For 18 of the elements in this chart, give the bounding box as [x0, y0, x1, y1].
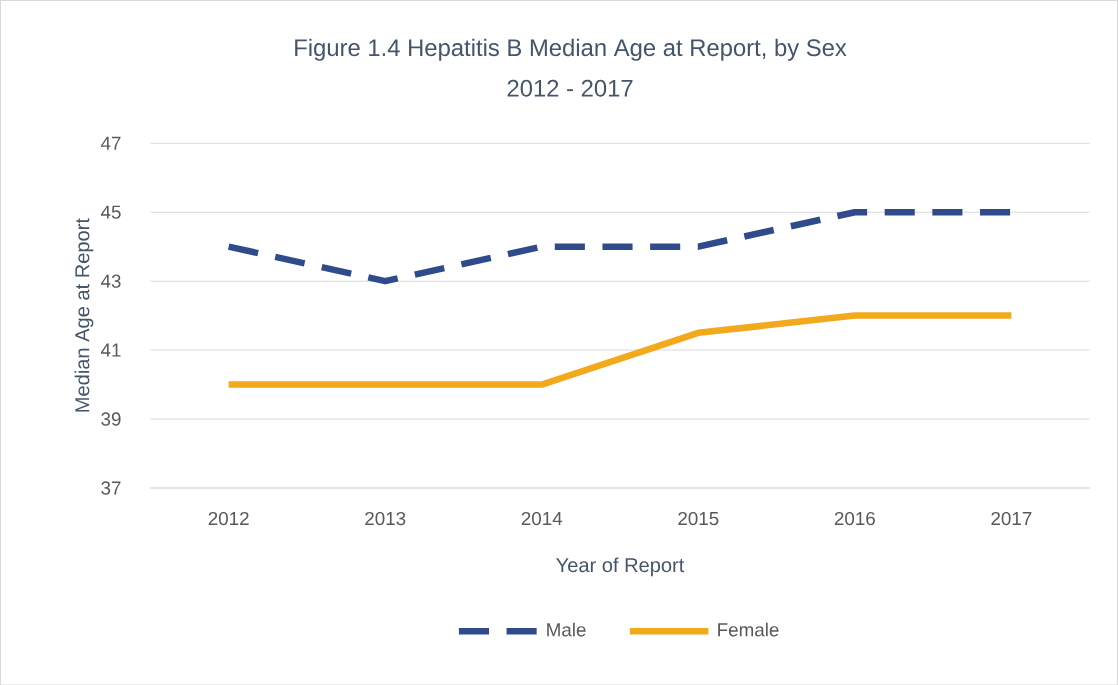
y-tick-label: 45 [100, 205, 121, 219]
y-tick-label: 47 [100, 136, 121, 150]
x-axis-title: Year of Report [556, 557, 685, 576]
chart-title: Figure 1.4 Hepatitis B Median Age at Report, by Sex [295, 38, 847, 61]
x-tick-label: 2015 [678, 511, 719, 525]
x-tick-label: 2013 [365, 511, 406, 525]
y-tick-label: 37 [101, 481, 121, 495]
y-tick-label: 43 [100, 274, 121, 288]
y-tick-label: 41 [100, 343, 121, 357]
chart-subtitle: 2012 - 2017 [507, 79, 633, 97]
legend-label: Female [718, 622, 779, 637]
x-tick-label: 2016 [834, 511, 875, 525]
x-tick-label: 2014 [521, 511, 563, 525]
legend-label: Male [547, 622, 586, 637]
y-tick-label: 39 [101, 412, 121, 426]
x-tick-label: 2017 [991, 511, 1032, 525]
y-axis-title: Median Age at Report [74, 217, 94, 412]
x-tick-label: 2012 [208, 511, 249, 525]
